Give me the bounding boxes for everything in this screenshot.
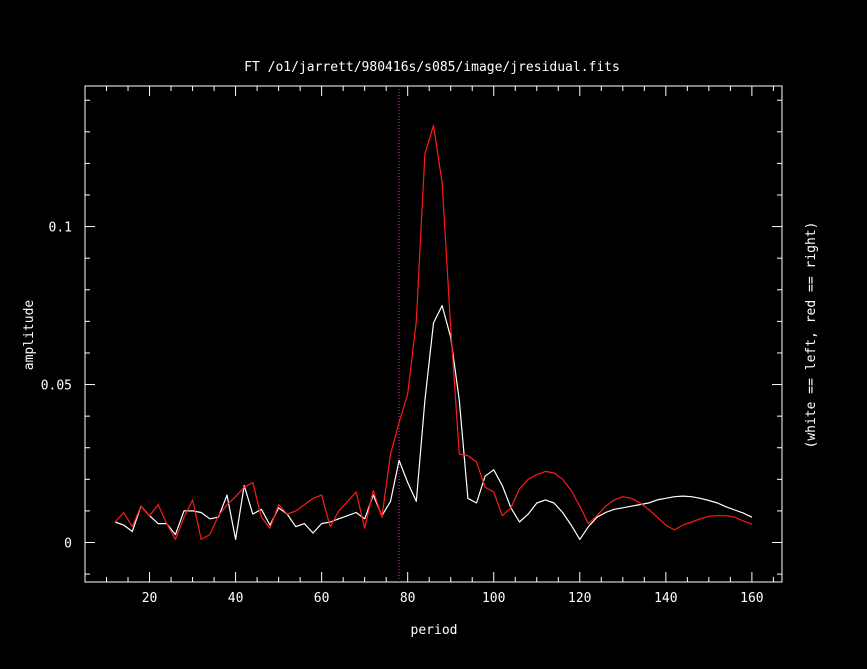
x-tick-labels: 20 40 60 80 100 120 140 160 <box>142 591 764 606</box>
x-tick-label: 20 <box>142 591 158 606</box>
x-tick-label: 120 <box>568 591 591 606</box>
chart-title: FT /o1/jarrett/980416s/s085/image/jresid… <box>244 60 620 75</box>
x-tick-label: 80 <box>400 591 416 606</box>
series-line-red <box>114 124 753 541</box>
right-legend-label: (white == left, red == right) <box>804 222 819 449</box>
series-line-white <box>114 305 753 541</box>
y-tick-label: 0.1 <box>49 221 72 236</box>
y-tick-label: 0.05 <box>41 379 72 394</box>
series-group <box>114 124 753 541</box>
x-axis-label: period <box>411 623 458 638</box>
plot-border <box>84 85 783 583</box>
plot-frame <box>84 85 783 583</box>
y-tick-label: 0 <box>64 537 72 552</box>
x-tick-label: 40 <box>228 591 244 606</box>
x-tick-label: 60 <box>314 591 330 606</box>
axis-ticks <box>85 86 782 582</box>
x-tick-label: 160 <box>740 591 763 606</box>
y-tick-labels: 0 0.05 0.1 <box>41 221 72 552</box>
x-tick-label: 100 <box>482 591 505 606</box>
x-tick-label: 140 <box>654 591 677 606</box>
y-axis-label: amplitude <box>22 300 37 371</box>
